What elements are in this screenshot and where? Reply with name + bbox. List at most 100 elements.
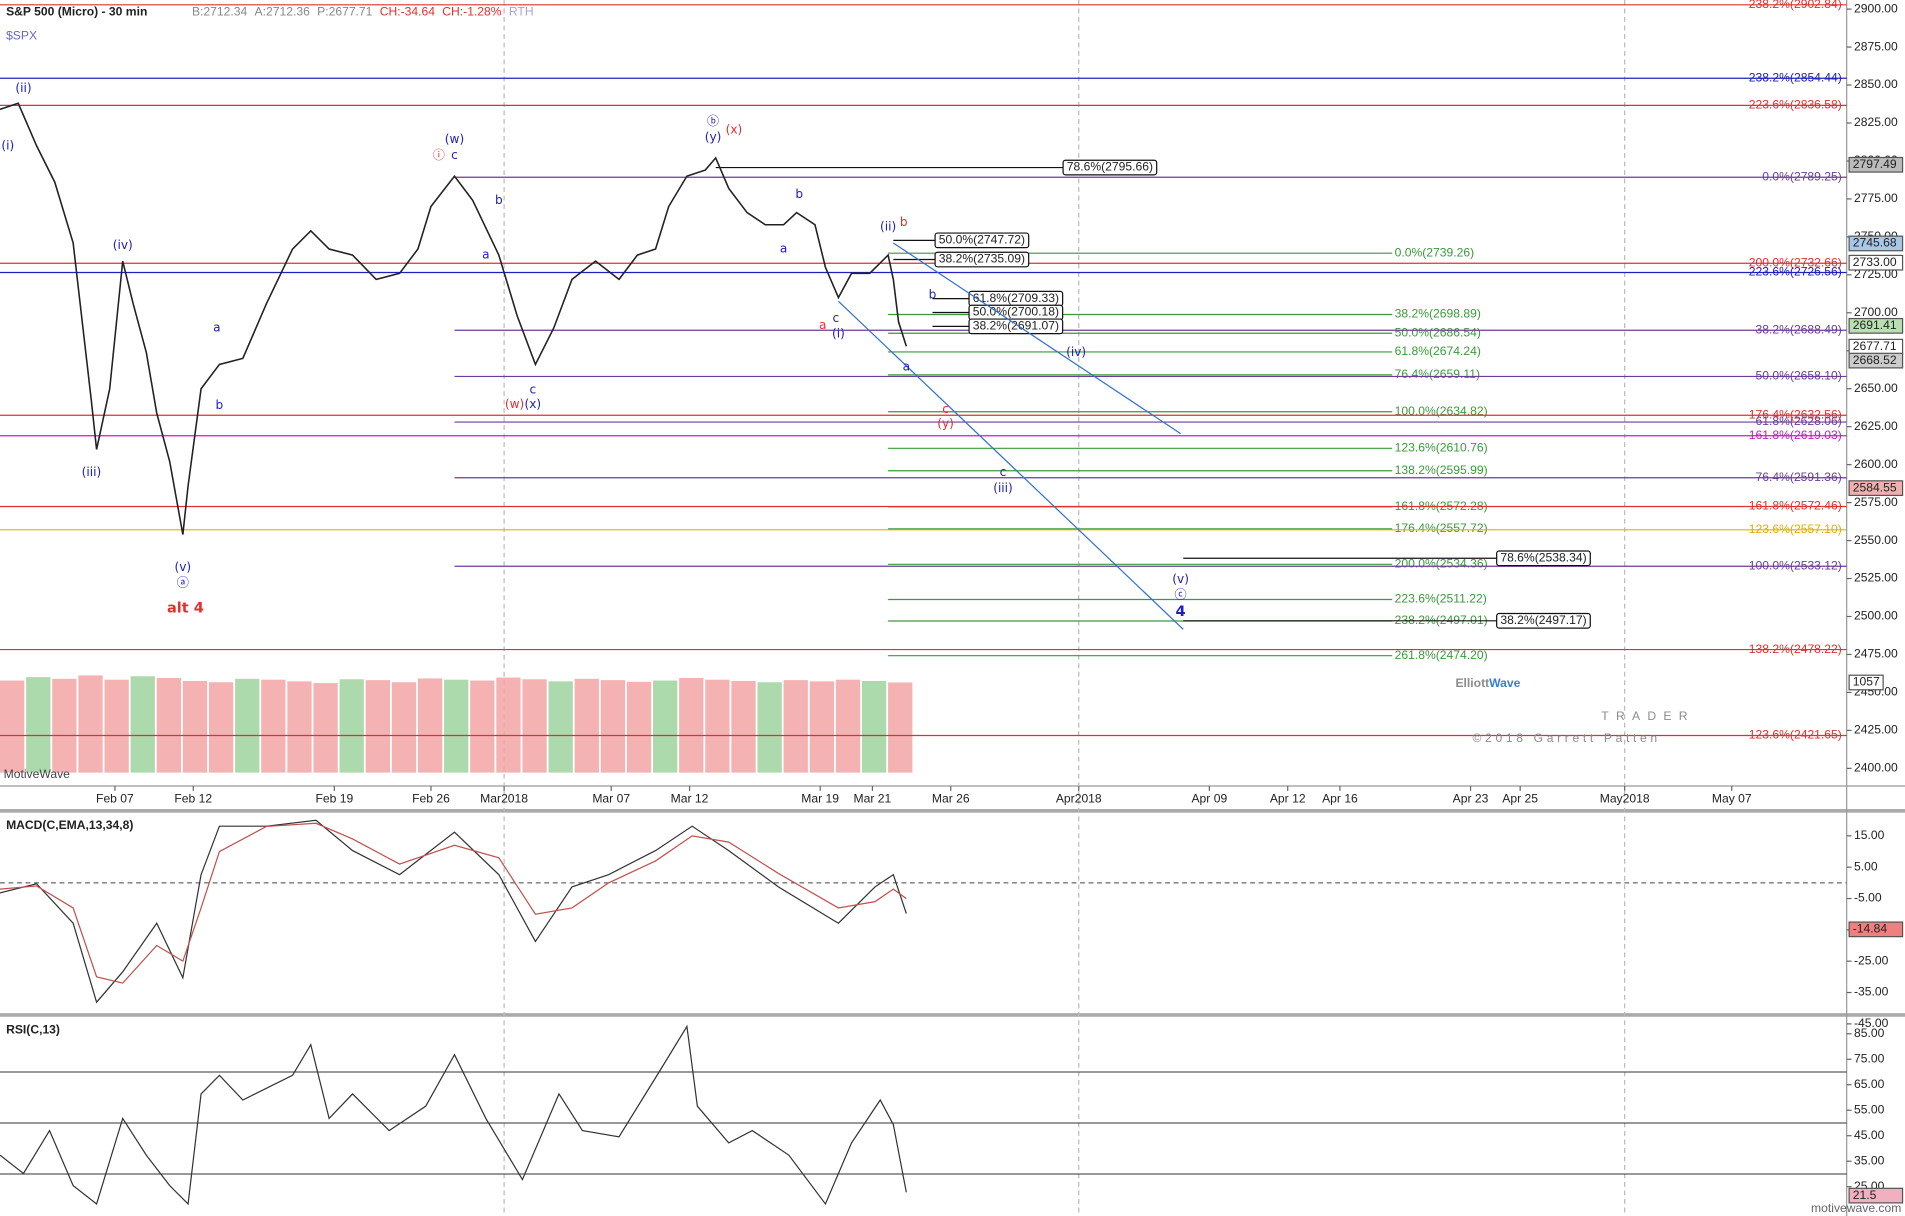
fib-label: 76.4%(2591.36) xyxy=(1756,470,1842,484)
volume-tag: 1057 xyxy=(1853,675,1880,689)
volume-bar xyxy=(26,677,51,773)
y-tick-label: 2525.00 xyxy=(1854,571,1898,585)
volume-bar xyxy=(888,682,913,773)
quote-item: RTH xyxy=(509,4,534,18)
volume-bar xyxy=(156,677,182,773)
platform-label: MotiveWave xyxy=(4,767,71,781)
wave-label: (y) xyxy=(705,130,722,144)
x-tick-label: Feb 26 xyxy=(412,792,450,806)
fib-label: 76.4%(2659.11) xyxy=(1395,367,1480,381)
volume-bar xyxy=(861,680,887,773)
fib-label: 38.2%(2497.17) xyxy=(1500,613,1586,627)
fib-label: 78.6%(2795.66) xyxy=(1067,160,1153,174)
y-tick-label: 35.00 xyxy=(1854,1153,1885,1167)
fib-label: 38.2%(2688.49) xyxy=(1756,322,1842,336)
wave-label: (ii) xyxy=(880,220,896,234)
x-tick-label: Mar2018 xyxy=(480,792,528,806)
wave-label: c xyxy=(833,311,840,325)
volume-bar xyxy=(600,680,626,773)
y-tick-label: 55.00 xyxy=(1854,1102,1885,1116)
wave-label: a xyxy=(213,320,220,334)
quote-item: P:2677.71 xyxy=(317,4,373,18)
price-tag-box xyxy=(1848,921,1904,938)
price-tag: 2797.49 xyxy=(1853,157,1897,171)
fib-label-box xyxy=(1496,612,1591,629)
chart-title: S&P 500 (Micro) - 30 min xyxy=(6,4,147,18)
fib-label: 161.8%(2619.03) xyxy=(1749,428,1842,442)
volume-bar xyxy=(208,682,234,773)
price-tag-box xyxy=(1848,1187,1904,1204)
y-tick-label: 85.00 xyxy=(1854,1026,1885,1040)
series-line xyxy=(0,102,908,535)
x-tick-label: Apr2018 xyxy=(1056,792,1102,806)
y-tick-label: 2850.00 xyxy=(1854,77,1898,91)
fib-label: 261.8%(2474.20) xyxy=(1395,648,1488,662)
y-tick-label: 5.00 xyxy=(1854,859,1878,873)
wave-label: (w) xyxy=(505,397,524,411)
price-tag: 2745.68 xyxy=(1853,236,1897,250)
x-tick-label: Mar 26 xyxy=(932,792,970,806)
volume-bar xyxy=(78,675,103,773)
fib-label: 123.6%(2557.10) xyxy=(1749,522,1842,536)
wave-label: (i) xyxy=(832,327,845,341)
price-tag-box xyxy=(1848,317,1904,334)
y-tick-label: 65.00 xyxy=(1854,1077,1885,1091)
fib-label: 50.0%(2747.72) xyxy=(939,233,1025,247)
y-tick-label: 45.00 xyxy=(1854,1128,1885,1142)
wave-label: (v) xyxy=(175,560,192,574)
quote-item: B:2712.34 xyxy=(192,4,248,18)
volume-bar xyxy=(417,678,443,773)
x-tick-label: Apr 23 xyxy=(1453,792,1489,806)
logo-brand: Wave xyxy=(1489,676,1520,690)
x-tick-label: Apr 25 xyxy=(1502,792,1538,806)
y-tick-label: 2825.00 xyxy=(1854,115,1898,129)
wave-label: c xyxy=(1000,465,1007,479)
price-tag-box xyxy=(1848,480,1904,497)
wave-label: b xyxy=(795,187,803,201)
x-tick-label: Apr 09 xyxy=(1191,792,1227,806)
wave-label: (x) xyxy=(525,397,542,411)
wave-label: a xyxy=(482,248,489,262)
y-tick-label: 2700.00 xyxy=(1854,305,1898,319)
wave-label: ⓘ xyxy=(433,148,445,162)
fib-label: 223.6%(2726.56) xyxy=(1749,265,1842,279)
fib-label: 100.0%(2634.82) xyxy=(1395,404,1488,418)
volume-bar xyxy=(261,679,286,773)
fib-label: 123.6%(2421.65) xyxy=(1749,728,1842,742)
volume-bar xyxy=(731,680,756,773)
volume-bar xyxy=(679,677,704,773)
symbol: $SPX xyxy=(6,29,37,43)
wave-label: (iii) xyxy=(993,481,1013,495)
volume-bar xyxy=(235,678,260,773)
volume-bar xyxy=(444,679,469,773)
logo-brand: Elliott xyxy=(1455,676,1489,690)
volume-bar xyxy=(574,678,599,773)
fib-label: 200.0%(2732.66) xyxy=(1749,255,1842,269)
fib-label-box xyxy=(934,232,1030,249)
fib-label-box xyxy=(1062,159,1158,176)
x-tick-label: Feb 19 xyxy=(315,792,353,806)
wave-label: a xyxy=(903,359,910,373)
y-tick-label: -45.00 xyxy=(1854,1016,1889,1030)
y-tick-label: -35.00 xyxy=(1854,985,1889,999)
volume-bar xyxy=(835,679,861,773)
fib-label: 50.0%(2686.54) xyxy=(1395,325,1481,339)
fib-label-box xyxy=(934,251,1030,268)
fib-label: 0.0%(2739.26) xyxy=(1395,245,1475,259)
x-tick-label: Feb 12 xyxy=(174,792,212,806)
series-line xyxy=(0,822,907,984)
y-tick-label: 2625.00 xyxy=(1854,419,1898,433)
volume-bar xyxy=(391,682,417,773)
wave-label: (v) xyxy=(1172,572,1189,586)
quote-item: CH:-1.28% xyxy=(442,4,502,18)
fib-label: 38.2%(2691.07) xyxy=(973,319,1059,333)
fib-label-box xyxy=(968,318,1064,335)
x-tick-label: Mar 21 xyxy=(854,792,892,806)
volume-tag-box xyxy=(1848,674,1884,691)
wave-label: 4 xyxy=(1176,603,1186,620)
fib-label-box xyxy=(1496,550,1591,567)
pane-separator xyxy=(0,809,1905,813)
y-tick-label: 75.00 xyxy=(1854,1051,1885,1065)
price-tag: 2733.00 xyxy=(1853,255,1897,269)
